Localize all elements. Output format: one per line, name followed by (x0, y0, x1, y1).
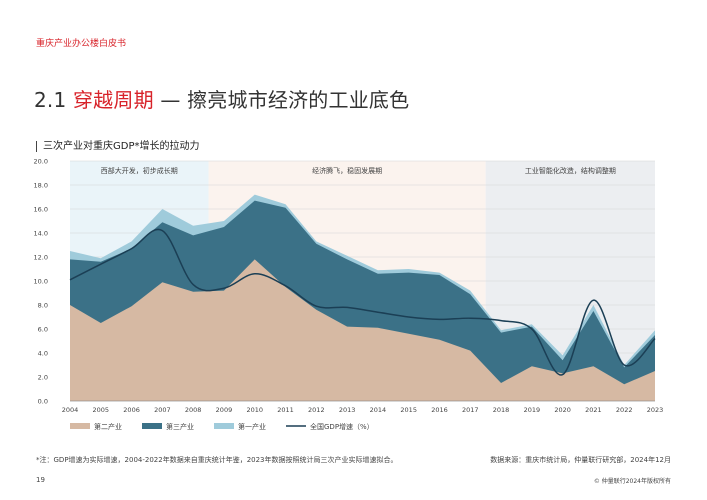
y-tick-label: 20.0 (34, 158, 48, 166)
page-number: 19 (36, 476, 45, 484)
page-title: 2.1 穿越周期 — 擦亮城市经济的工业底色 (34, 84, 409, 113)
x-tick-label: 2016 (431, 406, 448, 414)
x-tick-label: 2023 (647, 406, 664, 414)
x-tick-label: 2006 (123, 406, 140, 414)
chart-title: 三次产业对重庆GDP*增长的拉动力 (36, 141, 199, 152)
y-tick-label: 14.0 (34, 230, 48, 238)
legend-label-2: 第一产业 (238, 422, 266, 431)
y-tick-label: 2.0 (38, 374, 48, 382)
x-tick-label: 2011 (277, 406, 294, 414)
legend-swatch-1 (142, 423, 162, 429)
x-tick-label: 2022 (616, 406, 633, 414)
period-label-1: 经济腾飞，稳固发展期 (312, 166, 382, 175)
x-tick-label: 2004 (62, 406, 79, 414)
y-tick-label: 6.0 (38, 326, 48, 334)
x-tick-label: 2005 (93, 406, 110, 414)
report-header-tag: 重庆产业办公楼白皮书 (36, 39, 127, 49)
x-tick-label: 2013 (339, 406, 356, 414)
page-title-accent: 穿越周期 (72, 88, 154, 112)
x-tick-label: 2017 (462, 406, 479, 414)
x-tick-label: 2015 (400, 406, 417, 414)
y-tick-label: 8.0 (38, 302, 48, 310)
area-series-0 (70, 259, 655, 401)
y-tick-label: 16.0 (34, 206, 48, 214)
x-tick-label: 2009 (216, 406, 233, 414)
x-tick-label: 2012 (308, 406, 325, 414)
x-tick-label: 2007 (154, 406, 171, 414)
y-tick-label: 4.0 (38, 350, 48, 358)
x-tick-label: 2019 (524, 406, 541, 414)
y-tick-label: 12.0 (34, 254, 48, 262)
page-title-prefix: 2.1 (34, 88, 73, 112)
x-tick-label: 2018 (493, 406, 510, 414)
copyright: © 仲量联行2024年版权所有 (593, 478, 671, 485)
period-label-0: 西部大开发，初步成长期 (101, 166, 178, 175)
x-tick-label: 2014 (370, 406, 387, 414)
period-label-2: 工业智能化改造，结构调整期 (525, 166, 616, 175)
legend-label-3: 全国GDP增速（%） (310, 422, 374, 431)
legend-swatch-0 (70, 423, 90, 429)
legend-label-1: 第三产业 (166, 422, 194, 431)
chart-footnote: *注：GDP增速为实际增速，2004-2022年数据来自重庆统计年鉴，2023年… (36, 456, 398, 464)
page-title-rest: — 擦亮城市经济的工业底色 (153, 88, 410, 112)
data-source: 数据来源：重庆市统计局，仲量联行研究部，2024年12月 (490, 456, 671, 464)
y-tick-label: 0.0 (38, 398, 48, 406)
y-tick-label: 18.0 (34, 182, 48, 190)
x-tick-label: 2020 (554, 406, 571, 414)
y-tick-label: 10.0 (34, 278, 48, 286)
legend-swatch-2 (214, 423, 234, 429)
x-tick-label: 2008 (185, 406, 202, 414)
legend-label-0: 第二产业 (94, 422, 122, 431)
x-tick-label: 2010 (246, 406, 263, 414)
x-tick-label: 2021 (585, 406, 602, 414)
gdp-growth-line (69, 228, 656, 376)
